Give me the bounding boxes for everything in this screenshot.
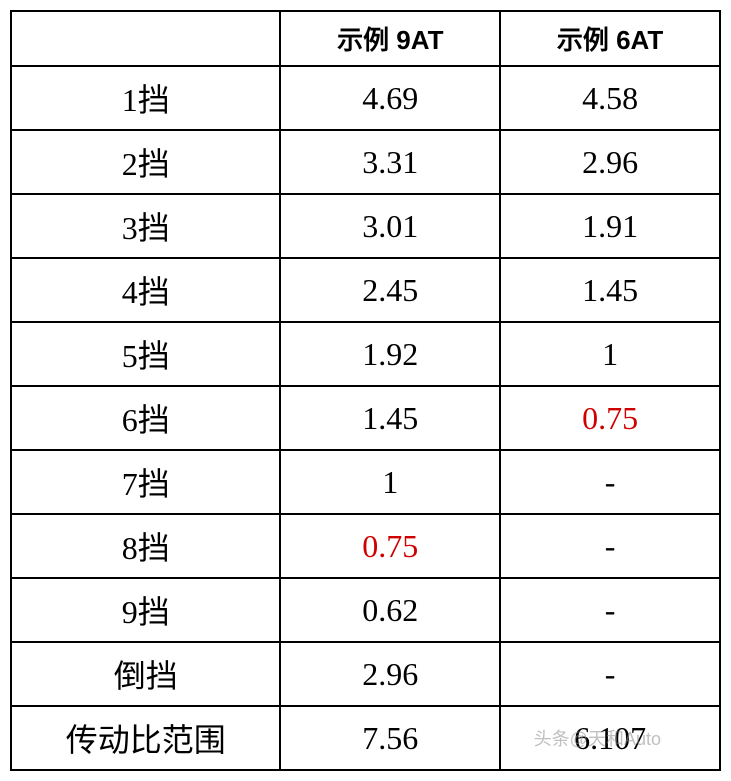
row-label: 7挡 xyxy=(11,450,280,514)
row-label: 5挡 xyxy=(11,322,280,386)
header-empty xyxy=(11,11,280,66)
table-row: 3挡3.011.91 xyxy=(11,194,720,258)
row-value-b: - xyxy=(500,642,720,706)
table-row: 2挡3.312.96 xyxy=(11,130,720,194)
table-row: 4挡2.451.45 xyxy=(11,258,720,322)
header-col-a: 示例 9AT xyxy=(280,11,500,66)
watermark-text: 头条@天和Auto xyxy=(534,725,661,751)
row-label: 9挡 xyxy=(11,578,280,642)
row-value-a: 1.45 xyxy=(280,386,500,450)
row-value-a: 0.75 xyxy=(280,514,500,578)
row-label: 8挡 xyxy=(11,514,280,578)
table-row: 5挡1.921 xyxy=(11,322,720,386)
header-col-b: 示例 6AT xyxy=(500,11,720,66)
table-header-row: 示例 9AT 示例 6AT xyxy=(11,11,720,66)
table-row: 倒挡2.96- xyxy=(11,642,720,706)
table-row: 1挡4.694.58 xyxy=(11,66,720,130)
row-value-a: 2.96 xyxy=(280,642,500,706)
row-label: 倒挡 xyxy=(11,642,280,706)
table-row: 6挡1.450.75 xyxy=(11,386,720,450)
table-row: 7挡1- xyxy=(11,450,720,514)
row-value-b: - xyxy=(500,578,720,642)
row-value-a: 4.69 xyxy=(280,66,500,130)
row-value-a: 2.45 xyxy=(280,258,500,322)
row-value-b: 1.91 xyxy=(500,194,720,258)
row-value-a: 0.62 xyxy=(280,578,500,642)
row-value-a: 1.92 xyxy=(280,322,500,386)
row-label: 2挡 xyxy=(11,130,280,194)
row-value-b: 1 xyxy=(500,322,720,386)
table-row: 9挡0.62- xyxy=(11,578,720,642)
row-label: 6挡 xyxy=(11,386,280,450)
row-value-b: 0.75 xyxy=(500,386,720,450)
row-value-a: 3.31 xyxy=(280,130,500,194)
row-value-b: 2.96 xyxy=(500,130,720,194)
row-label: 传动比范围 xyxy=(11,706,280,770)
row-value-a: 3.01 xyxy=(280,194,500,258)
row-label: 3挡 xyxy=(11,194,280,258)
row-label: 4挡 xyxy=(11,258,280,322)
row-value-b: 4.58 xyxy=(500,66,720,130)
table-body: 1挡4.694.582挡3.312.963挡3.011.914挡2.451.45… xyxy=(11,66,720,770)
row-label: 1挡 xyxy=(11,66,280,130)
row-value-b: - xyxy=(500,450,720,514)
table-row: 8挡0.75- xyxy=(11,514,720,578)
row-value-a: 7.56 xyxy=(280,706,500,770)
row-value-a: 1 xyxy=(280,450,500,514)
row-value-b: 1.45 xyxy=(500,258,720,322)
gear-ratio-table: 示例 9AT 示例 6AT 1挡4.694.582挡3.312.963挡3.01… xyxy=(10,10,721,771)
gear-ratio-table-container: 示例 9AT 示例 6AT 1挡4.694.582挡3.312.963挡3.01… xyxy=(10,10,721,771)
row-value-b: - xyxy=(500,514,720,578)
